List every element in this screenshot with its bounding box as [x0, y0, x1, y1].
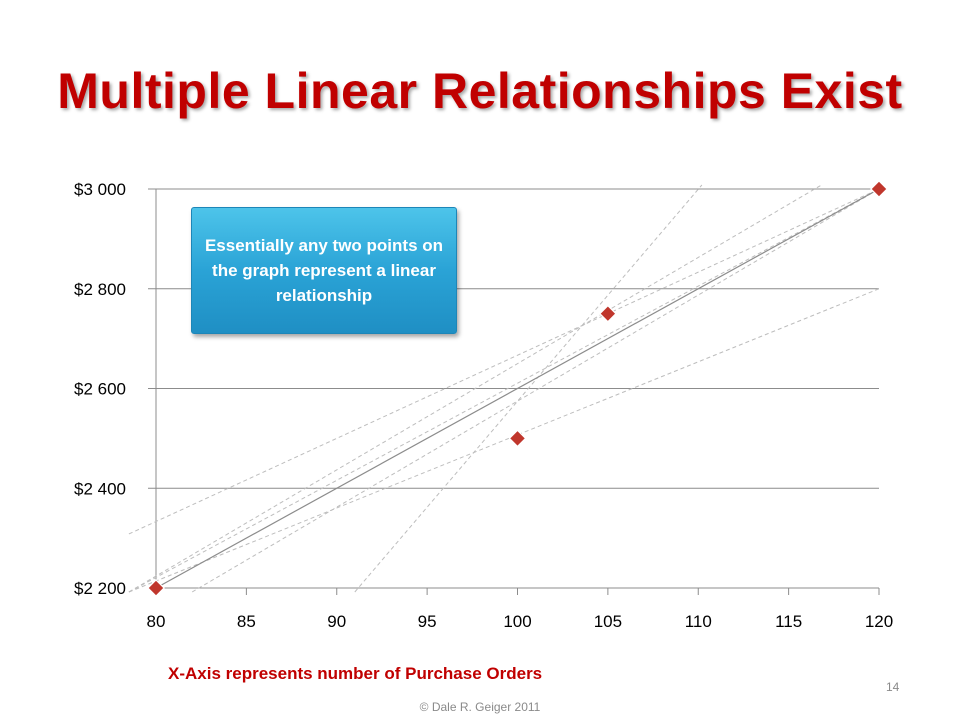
candidate-line: [128, 288, 880, 593]
candidate-line: [128, 184, 822, 593]
y-tick-label: $2 800: [74, 280, 126, 299]
data-point-marker: [870, 180, 888, 198]
y-tick-label: $2 400: [74, 479, 126, 498]
page-number: 14: [886, 680, 900, 694]
data-point-marker: [147, 579, 165, 597]
x-tick-label: 95: [418, 612, 437, 631]
y-tick-label: $2 200: [74, 579, 126, 598]
candidate-line: [354, 184, 703, 593]
x-tick-label: 90: [327, 612, 346, 631]
data-points: [147, 180, 888, 597]
y-tick-label: $2 600: [74, 380, 126, 399]
linear-fit-line: [155, 188, 880, 589]
y-tick-labels: $2 200 $2 400 $2 600 $2 800 $3 000: [74, 180, 126, 598]
x-tick-label: 105: [594, 612, 622, 631]
x-tick-label: 120: [865, 612, 893, 631]
x-axis-caption: X-Axis represents number of Purchase Ord…: [168, 664, 543, 683]
x-tick-label: 80: [147, 612, 166, 631]
candidate-line: [128, 188, 880, 535]
callout-text: Essentially any two points on the graph …: [204, 236, 444, 305]
copyright: © Dale R. Geiger 2011: [419, 700, 541, 714]
x-tick-label: 110: [685, 612, 712, 631]
y-tick-label: $3 000: [74, 180, 126, 199]
data-point-marker: [508, 429, 527, 448]
linear-fit: [155, 188, 880, 589]
candidate-line: [128, 188, 880, 593]
data-point-marker: [599, 304, 617, 323]
callout-box: Essentially any two points on the graph …: [191, 207, 457, 334]
candidate-lines: [128, 184, 880, 593]
x-tick-label: 115: [775, 612, 802, 631]
slide-title: Multiple Linear Relationships Exist: [57, 63, 903, 119]
x-tick-labels: 80 85 90 95 100 105 110 115 120: [147, 612, 894, 631]
x-tick-label: 85: [237, 612, 256, 631]
x-tick-label: 100: [503, 612, 531, 631]
